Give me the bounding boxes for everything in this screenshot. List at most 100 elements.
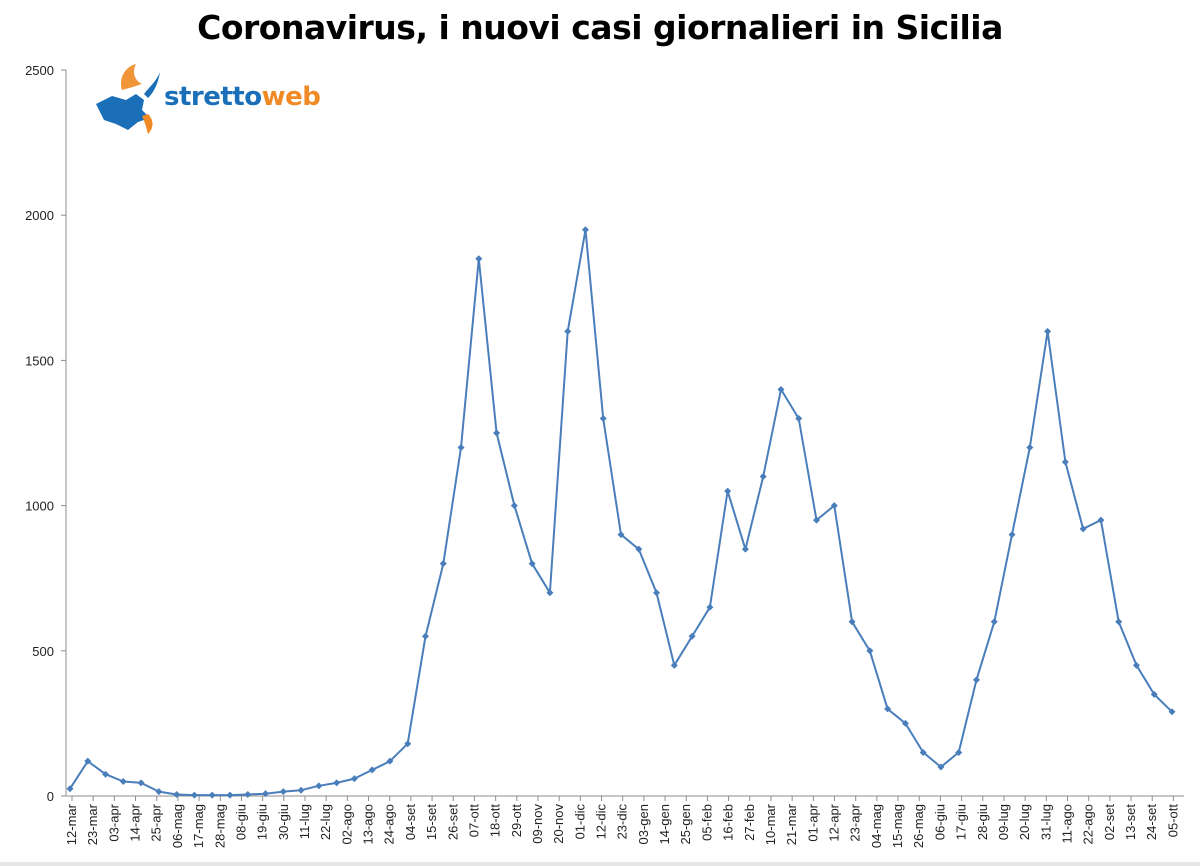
x-tick-label: 07-ott [466, 804, 481, 838]
data-point [173, 791, 181, 799]
x-tick-label: 25-apr [149, 803, 164, 841]
x-tick-label: 27-feb [742, 804, 757, 841]
data-point [635, 545, 643, 553]
data-point [279, 788, 287, 796]
x-tick-label: 30-giu [276, 804, 291, 840]
x-tick-label: 01-dic [572, 804, 587, 840]
data-point [706, 603, 714, 611]
data-point [528, 560, 536, 568]
data-point [119, 777, 127, 785]
data-point [617, 531, 625, 539]
x-tick-label: 05-feb [699, 804, 714, 841]
data-point [297, 786, 305, 794]
x-tick-label: 18-ott [488, 804, 503, 838]
x-tick-label: 25-gen [678, 804, 693, 844]
data-point [830, 502, 838, 510]
data-point [670, 661, 678, 669]
data-point [599, 414, 607, 422]
x-axis-ticks: 12-mar 23-mar 03-apr 14-apr 25-apr 06-mag 17-m… [64, 796, 1180, 848]
data-point [1132, 661, 1140, 669]
data-point [421, 632, 429, 640]
x-tick-label: 26-set [445, 804, 460, 841]
x-tick-label: 17-giu [954, 804, 969, 840]
data-point [333, 779, 341, 787]
data-point [1168, 708, 1176, 716]
data-point [137, 779, 145, 787]
data-point [901, 719, 909, 727]
data-point [777, 385, 785, 393]
x-tick-label: 22-lug [318, 804, 333, 840]
data-point [457, 444, 465, 452]
data-point [795, 414, 803, 422]
data-point [493, 429, 501, 437]
data-point [546, 589, 554, 597]
data-point [1097, 516, 1105, 524]
x-tick-label: 11-lug [297, 804, 312, 839]
chart-title: Coronavirus, i nuovi casi giornalieri in… [197, 8, 1003, 47]
x-tick-label: 31-lug [1038, 804, 1053, 840]
data-point [937, 763, 945, 771]
data-point [386, 757, 394, 765]
x-tick-label: 19-giu [255, 804, 270, 840]
data-point [741, 545, 749, 553]
data-point [439, 560, 447, 568]
x-tick-label: 24-set [1144, 804, 1159, 841]
x-tick-label: 04-mag [869, 804, 884, 848]
data-point [1008, 531, 1016, 539]
series-group [66, 226, 1176, 799]
data-point [368, 766, 376, 774]
y-tick-label: 1000 [25, 499, 54, 514]
x-tick-label: 23-mar [85, 803, 100, 845]
x-tick-label: 12-dic [594, 804, 609, 840]
chart-axes [65, 70, 1184, 797]
data-point [226, 791, 234, 799]
sicily-map-icon [96, 64, 160, 134]
logo-text: strettoweb [164, 82, 321, 112]
strettoweb-logo: strettoweb [92, 60, 352, 140]
x-tick-label: 13-set [1123, 804, 1138, 841]
data-point [1115, 618, 1123, 626]
x-tick-label: 28-mag [212, 804, 227, 848]
x-tick-label: 09-nov [530, 804, 545, 844]
window-bottom-edge [0, 862, 1200, 866]
x-tick-label: 22-ago [1081, 804, 1096, 844]
data-point [919, 748, 927, 756]
x-tick-label: 08-giu [233, 804, 248, 840]
data-point [724, 487, 732, 495]
x-tick-label: 23-dic [615, 804, 630, 840]
data-point [653, 589, 661, 597]
data-point [404, 740, 412, 748]
x-tick-label: 29-ott [509, 804, 524, 838]
x-tick-label: 15-set [424, 804, 439, 841]
x-tick-label: 14-apr [128, 803, 143, 841]
logo-text-web: web [261, 82, 321, 112]
x-tick-label: 05-ott [1165, 804, 1180, 838]
data-point [813, 516, 821, 524]
y-tick-label: 0 [47, 789, 54, 804]
x-tick-label: 06-giu [932, 804, 947, 840]
data-point [884, 705, 892, 713]
data-point [155, 788, 163, 796]
x-tick-label: 03-gen [636, 804, 651, 844]
x-tick-label: 21-mar [784, 803, 799, 845]
data-point [84, 757, 92, 765]
data-point [350, 775, 358, 783]
x-tick-label: 17-mag [191, 804, 206, 848]
x-tick-label: 20-nov [551, 804, 566, 844]
y-tick-label: 2500 [25, 63, 54, 78]
data-point [990, 618, 998, 626]
x-tick-label: 13-ago [361, 804, 376, 844]
data-point [1150, 690, 1158, 698]
data-point [955, 748, 963, 756]
data-point [1026, 444, 1034, 452]
x-tick-label: 15-mag [890, 804, 905, 848]
y-tick-label: 2000 [25, 208, 54, 223]
x-tick-label: 12-mar [64, 803, 79, 845]
y-tick-label: 1500 [25, 353, 54, 368]
data-point [1044, 327, 1052, 335]
x-tick-label: 03-apr [106, 803, 121, 841]
data-point [66, 785, 74, 793]
data-point [208, 791, 216, 799]
x-tick-label: 02-set [1102, 804, 1117, 841]
x-tick-label: 01-apr [805, 803, 820, 841]
